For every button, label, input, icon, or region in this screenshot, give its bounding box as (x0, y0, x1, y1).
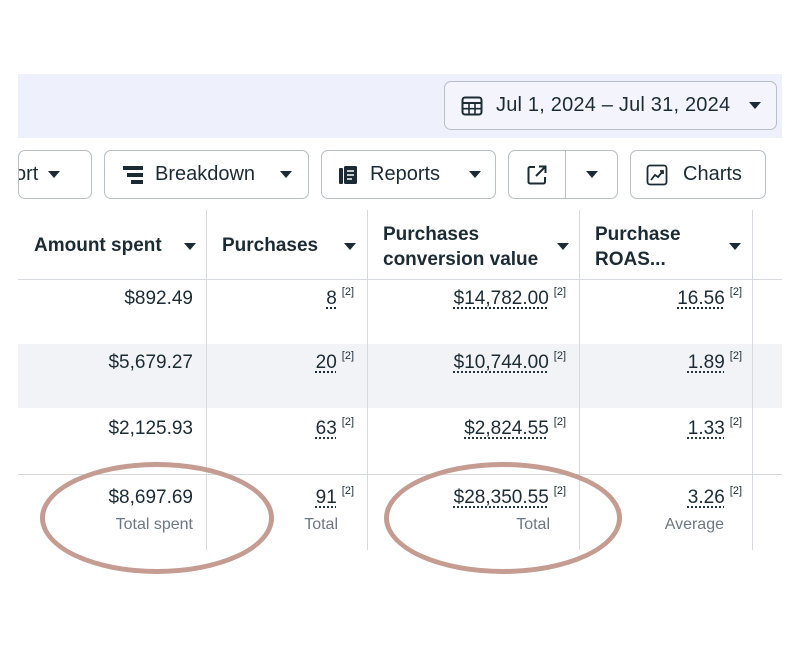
purchases-value[interactable]: 8 (326, 288, 337, 309)
column-divider (367, 210, 368, 550)
purchases-value[interactable]: 20 (315, 352, 337, 373)
date-range-picker[interactable]: Jul 1, 2024 – Jul 31, 2024 (444, 81, 777, 130)
external-link-icon (525, 163, 549, 187)
breakdown-button[interactable]: Breakdown (104, 150, 309, 199)
average-roas-value[interactable]: 3.26 (687, 487, 725, 508)
reports-icon (336, 163, 360, 187)
purchases-value[interactable]: 63 (315, 418, 337, 439)
totals-divider (18, 474, 782, 475)
conversion-value-cell[interactable]: $14,782.00 [2] (453, 286, 566, 310)
column-header-label-line2: ROAS... (595, 249, 666, 270)
chevron-down-icon (585, 171, 598, 178)
reports-label: Reports (370, 163, 441, 185)
sort-caret-icon[interactable] (184, 243, 196, 250)
column-header-label: Purchase (595, 224, 681, 245)
footnote-marker[interactable]: [2] (341, 350, 354, 362)
charts-button[interactable]: Charts (630, 150, 766, 199)
conversion-value-cell[interactable]: $2,824.55 [2] (464, 416, 566, 440)
chevron-down-icon (469, 171, 481, 178)
footnote-marker[interactable]: [2] (341, 485, 354, 497)
average-roas-label: Average (664, 516, 724, 533)
breakdown-icon (121, 163, 145, 187)
sort-caret-icon[interactable] (729, 243, 741, 250)
footnote-marker[interactable]: [2] (729, 416, 742, 428)
footnote-marker[interactable]: [2] (341, 416, 354, 428)
conversion-value[interactable]: $2,824.55 (464, 418, 549, 439)
charts-label: Charts (683, 163, 742, 185)
footnote-marker[interactable]: [2] (341, 286, 354, 298)
column-divider (579, 210, 580, 550)
footnote-marker[interactable]: [2] (729, 350, 742, 362)
share-button-group (508, 150, 618, 199)
date-range-label: Jul 1, 2024 – Jul 31, 2024 (496, 94, 731, 116)
amount-spent-cell: $2,125.93 (108, 418, 193, 439)
sort-caret-icon[interactable] (557, 243, 569, 250)
roas-cell[interactable]: 1.33 [2] (687, 416, 742, 440)
column-header-label: Purchases (222, 235, 319, 256)
chevron-down-icon (48, 171, 61, 178)
roas-cell[interactable]: 16.56 [2] (677, 286, 742, 310)
total-purchases-cell[interactable]: 91 [2] (315, 485, 354, 509)
export-button[interactable]: ort (18, 150, 92, 199)
total-purchases-label: Total (304, 516, 338, 533)
amount-spent-cell: $892.49 (124, 288, 193, 309)
share-dropdown-button[interactable] (566, 151, 617, 198)
column-header-label: Amount spent (34, 235, 162, 256)
footnote-marker[interactable]: [2] (553, 350, 566, 362)
purchases-cell[interactable]: 20 [2] (315, 350, 354, 374)
conversion-value[interactable]: $10,744.00 (453, 352, 549, 373)
chevron-down-icon (280, 171, 292, 178)
amount-spent-cell: $5,679.27 (108, 352, 193, 373)
highlight-circle (40, 462, 274, 574)
roas-value[interactable]: 1.89 (687, 352, 725, 373)
reports-button[interactable]: Reports (321, 150, 496, 199)
total-purchases-value[interactable]: 91 (315, 487, 337, 508)
footnote-marker[interactable]: [2] (553, 416, 566, 428)
row-stripe (18, 344, 782, 408)
column-divider (206, 210, 207, 550)
share-button[interactable] (509, 151, 566, 198)
purchases-cell[interactable]: 8 [2] (326, 286, 354, 310)
column-header-label: Purchases (383, 224, 480, 245)
roas-value[interactable]: 16.56 (677, 288, 725, 309)
conversion-value[interactable]: $14,782.00 (453, 288, 549, 309)
footnote-marker[interactable]: [2] (729, 485, 742, 497)
average-roas-cell[interactable]: 3.26 [2] (687, 485, 742, 509)
column-header-label-line2: conversion value (383, 249, 539, 270)
highlight-circle (384, 462, 622, 574)
chevron-down-icon (749, 102, 761, 109)
calendar-icon (460, 94, 484, 118)
purchases-cell[interactable]: 63 [2] (315, 416, 354, 440)
column-header-conversion-value[interactable]: Purchases conversion value (383, 222, 573, 272)
column-divider (752, 210, 753, 550)
roas-cell[interactable]: 1.89 [2] (687, 350, 742, 374)
footnote-marker[interactable]: [2] (729, 286, 742, 298)
footnote-marker[interactable]: [2] (553, 286, 566, 298)
export-label: ort (19, 163, 39, 185)
column-header-purchase-roas[interactable]: Purchase ROAS... (595, 222, 747, 272)
conversion-value-cell[interactable]: $10,744.00 [2] (453, 350, 566, 374)
line-chart-icon (645, 163, 669, 187)
roas-value[interactable]: 1.33 (687, 418, 725, 439)
header-divider (18, 279, 782, 280)
sort-caret-icon[interactable] (344, 243, 356, 250)
breakdown-label: Breakdown (155, 163, 256, 185)
